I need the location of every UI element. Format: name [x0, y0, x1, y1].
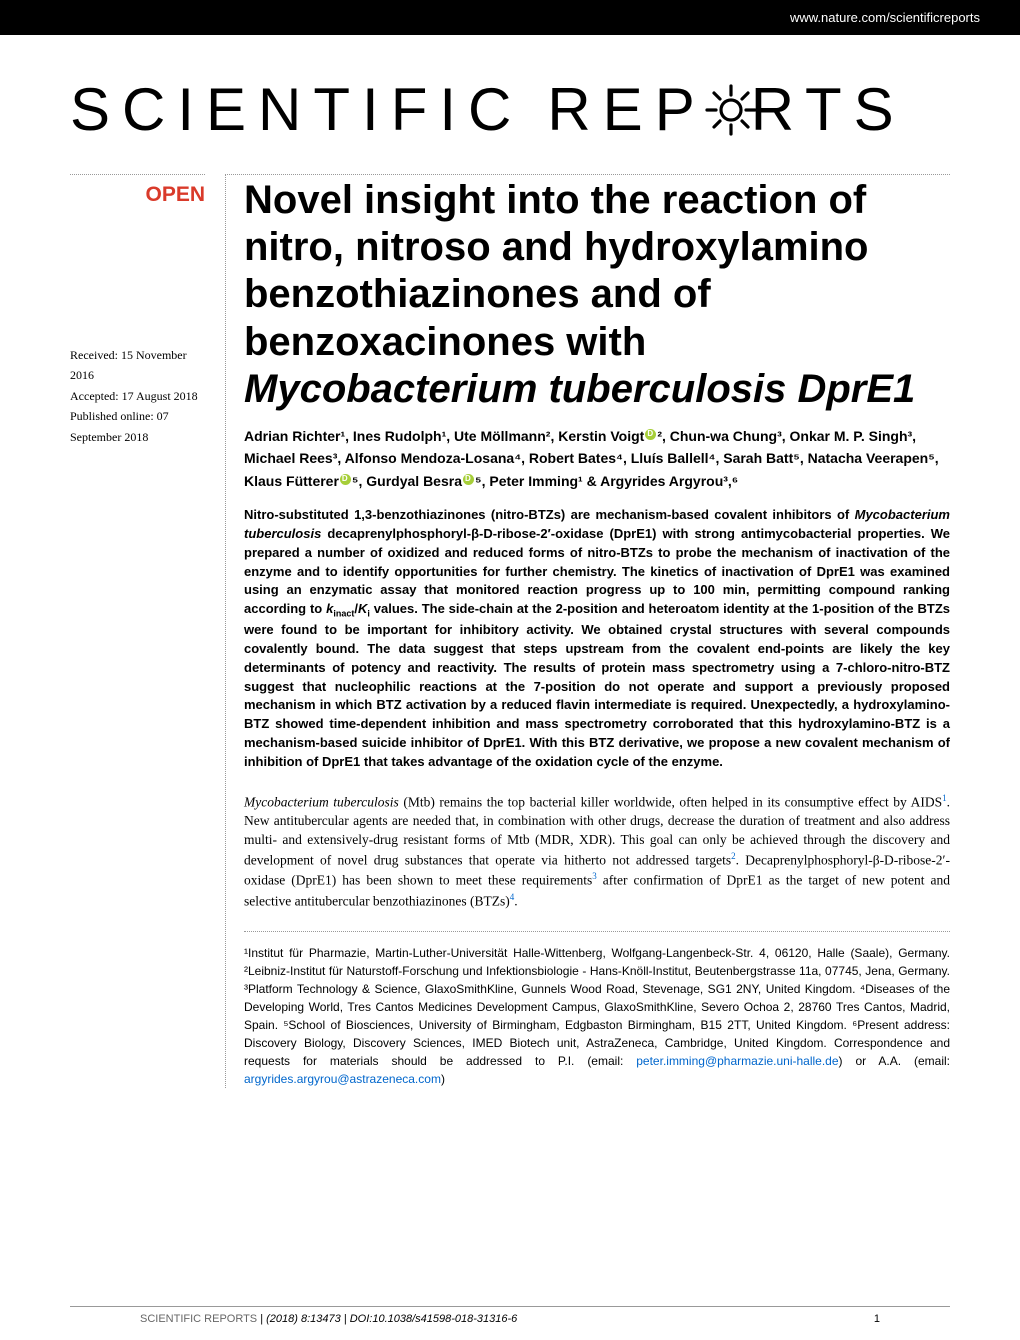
affil-text: ¹Institut für Pharmazie, Martin-Luther-U…	[244, 946, 950, 1068]
orcid-icon	[340, 474, 351, 485]
body-paragraph: Mycobacterium tuberculosis (Mtb) remains…	[244, 792, 950, 911]
journal-logo: SCIENTIFIC REP RTS	[0, 35, 1020, 174]
page-footer: SCIENTIFIC REPORTS | (2018) 8:13473 | DO…	[70, 1306, 950, 1325]
email-link-1[interactable]: peter.imming@pharmazie.uni-halle.de	[636, 1054, 838, 1068]
affil-between: ) or A.A. (email:	[839, 1054, 950, 1068]
author-list: Adrian Richter¹, Ines Rudolph¹, Ute Möll…	[244, 425, 950, 492]
header-url[interactable]: www.nature.com/scientificreports	[790, 10, 980, 25]
orcid-icon	[645, 429, 656, 440]
date-published: Published online: 07 September 2018	[70, 406, 205, 447]
title-italic: Mycobacterium tuberculosis DprE1	[244, 367, 915, 411]
content-wrap: OPEN Received: 15 November 2016 Accepted…	[0, 174, 1020, 1088]
logo-text-scientific: SCIENTIFIC	[70, 75, 523, 144]
footer-citation: SCIENTIFIC REPORTS | (2018) 8:13473 | DO…	[140, 1313, 517, 1325]
logo-text-rep: REP	[547, 75, 706, 144]
left-column: OPEN Received: 15 November 2016 Accepted…	[70, 174, 205, 1088]
article-dates: Received: 15 November 2016 Accepted: 17 …	[70, 345, 205, 447]
affil-end: )	[441, 1072, 445, 1086]
email-link-2[interactable]: argyrides.argyrou@astrazeneca.com	[244, 1072, 441, 1086]
date-received: Received: 15 November 2016	[70, 345, 205, 386]
logo-text-rts: RTS	[751, 75, 906, 144]
footer-journal: SCIENTIFIC REPORTS	[140, 1313, 257, 1325]
page-number: 1	[874, 1313, 880, 1325]
footer-cite: (2018) 8:13473 | DOI:10.1038/s41598-018-…	[266, 1313, 517, 1325]
title-main: Novel insight into the reaction of nitro…	[244, 178, 869, 364]
footer-sep: |	[257, 1313, 266, 1325]
affiliations: ¹Institut für Pharmazie, Martin-Luther-U…	[244, 931, 950, 1088]
open-access-badge: OPEN	[70, 183, 205, 207]
abstract: Nitro-substituted 1,3-benzothiazinones (…	[244, 506, 950, 772]
right-column: Novel insight into the reaction of nitro…	[225, 174, 950, 1088]
article-title: Novel insight into the reaction of nitro…	[244, 177, 950, 413]
orcid-icon	[463, 474, 474, 485]
header-bar: www.nature.com/scientificreports	[0, 0, 1020, 35]
date-accepted: Accepted: 17 August 2018	[70, 386, 205, 406]
